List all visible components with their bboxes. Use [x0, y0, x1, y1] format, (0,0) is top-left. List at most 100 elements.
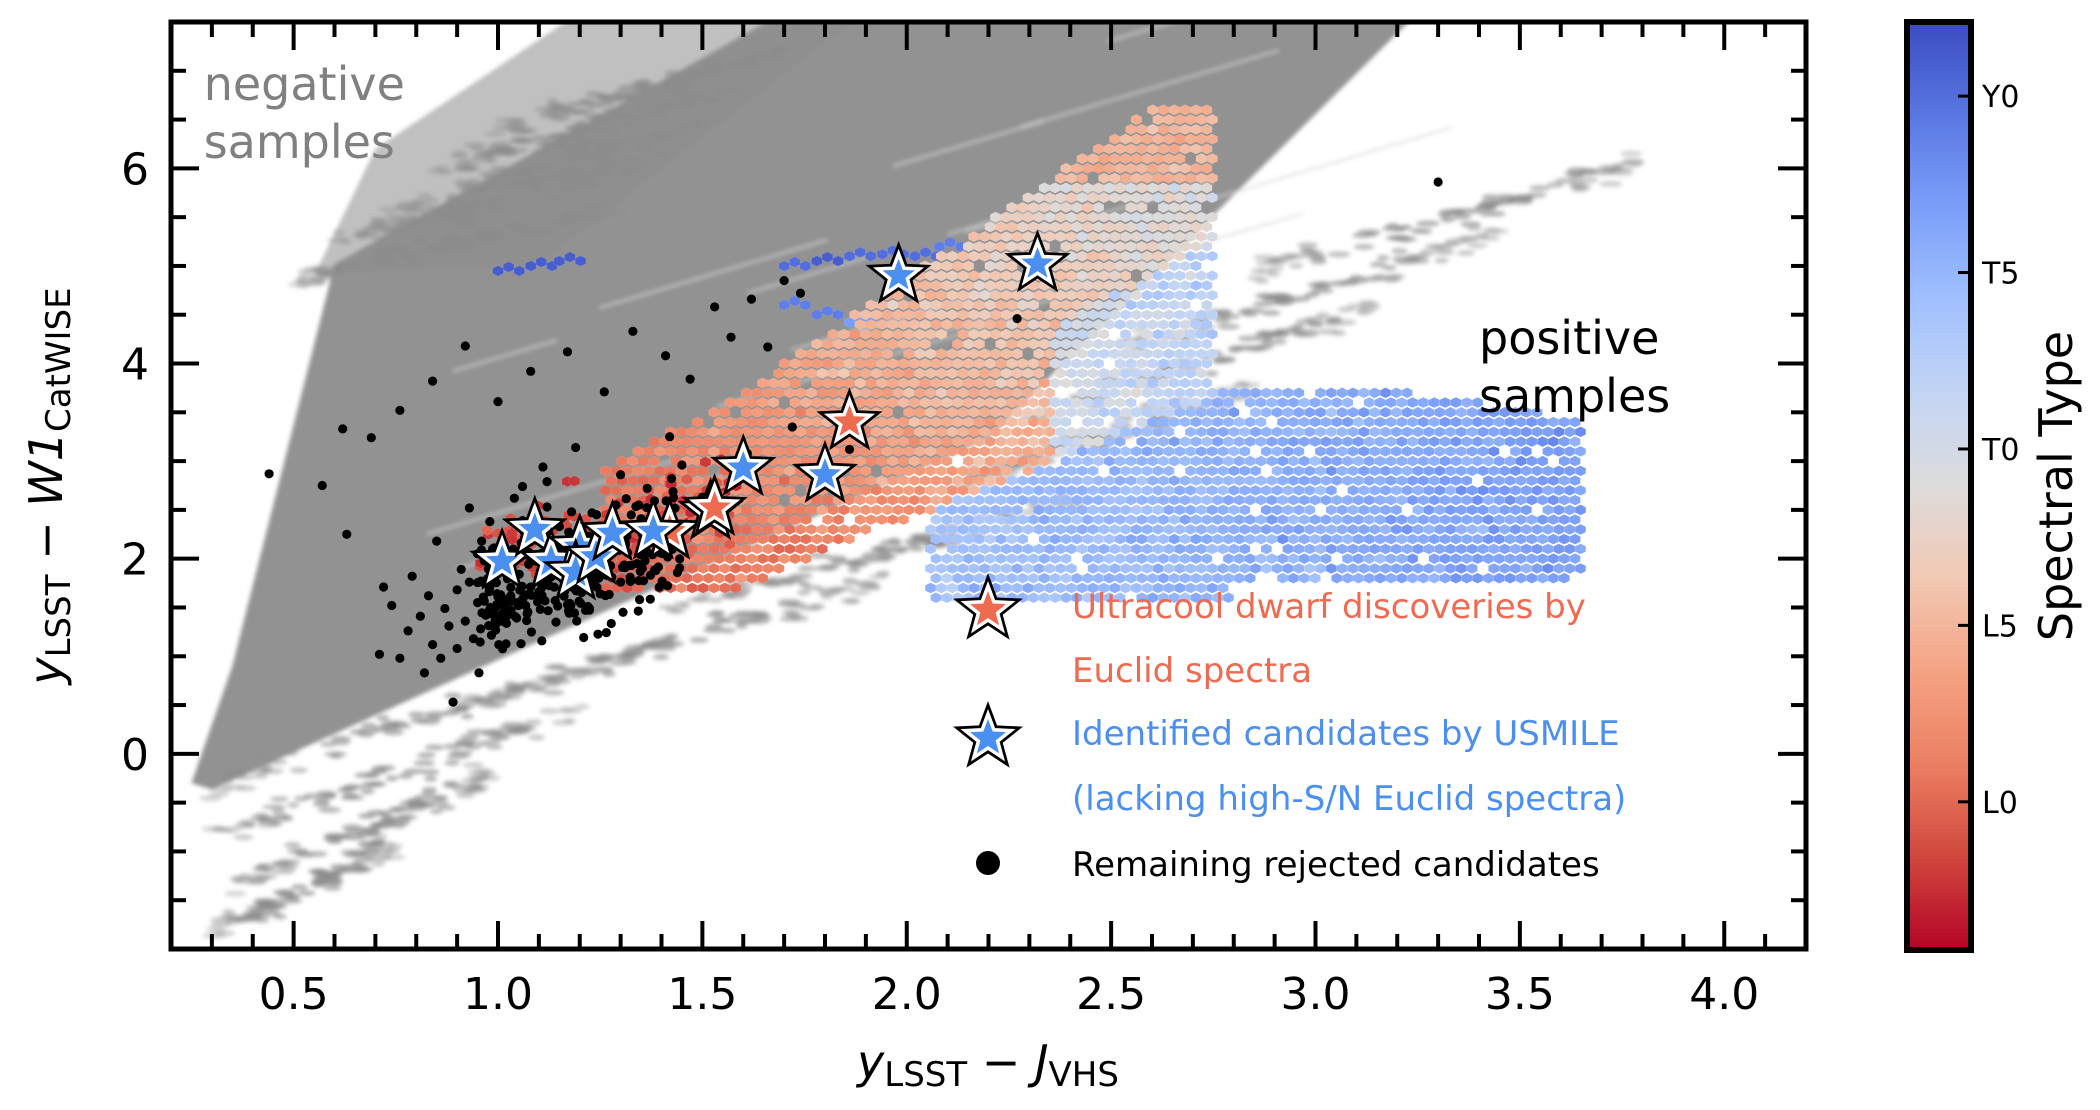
hexbin-cell — [1119, 445, 1132, 457]
hexbin-cell — [1076, 211, 1088, 223]
hexbin-cell — [1553, 504, 1565, 516]
negative-streak-point — [1295, 331, 1319, 338]
hexbin-cell — [1071, 240, 1083, 253]
hexbin-cell — [1125, 240, 1137, 253]
negative-streak-point — [609, 208, 629, 215]
negative-streak-point — [689, 637, 709, 644]
hexbin-cell — [1000, 387, 1013, 399]
hexbin-cell — [1054, 426, 1067, 438]
hexbin-cell — [1076, 387, 1088, 399]
hexbin-cell — [1228, 484, 1240, 496]
hexbin-cell — [654, 445, 666, 457]
hexbin-cell — [1536, 435, 1549, 448]
hexbin-cell — [941, 592, 953, 604]
hexbin-cell — [1287, 553, 1300, 565]
hexbin-cell — [1071, 299, 1083, 311]
hexbin-cell — [1341, 572, 1354, 584]
hexbin-cell — [1369, 406, 1381, 418]
hexbin-cell — [1309, 455, 1321, 467]
hexbin-cell — [1201, 318, 1213, 331]
negative-streak-point — [449, 241, 473, 248]
hexbin-cell — [1309, 494, 1321, 506]
negative-streak-point — [677, 142, 698, 149]
hexbin-cell — [995, 377, 1007, 389]
hexbin-cell — [908, 338, 920, 350]
hexbin-cell — [914, 426, 926, 438]
hexbin-cell — [1553, 523, 1565, 536]
hexbin-cell — [1450, 494, 1462, 506]
negative-streak-point — [1266, 259, 1288, 266]
hexbin-cell — [1098, 367, 1110, 379]
negative-streak-point — [371, 839, 386, 846]
hexbin-cell — [1390, 523, 1402, 536]
hexbin-cell — [1109, 426, 1121, 438]
hexbin-cell — [762, 445, 774, 457]
hexbin-cell — [1304, 562, 1316, 575]
hexbin-cell — [1336, 562, 1348, 575]
hexbin-cell — [1098, 152, 1110, 165]
hexbin-cell — [1526, 514, 1538, 526]
hexbin-cell — [914, 309, 926, 321]
hexbin-cell — [1412, 523, 1424, 536]
negative-streak-point — [498, 724, 515, 731]
hexbin-cell — [1190, 338, 1202, 350]
hexbin-cell — [1044, 523, 1056, 536]
negative-streak-point — [256, 899, 271, 906]
negative-streak-point — [253, 812, 269, 819]
hexbin-cell — [1103, 514, 1115, 526]
hexbin-cell — [1515, 455, 1527, 467]
hexbin-cell — [989, 484, 1002, 496]
hexbin-cell — [675, 582, 688, 594]
hexbin-cell — [892, 367, 904, 379]
hexbin-cell — [492, 265, 504, 277]
hexbin-cell — [773, 543, 785, 555]
hexbin-cell — [1331, 455, 1343, 467]
hexbin-cell — [789, 533, 801, 545]
hexbin-cell — [1109, 504, 1121, 516]
hexbin-cell — [735, 572, 747, 584]
hexbin-cell — [1244, 416, 1256, 428]
hexbin-cell — [1184, 172, 1197, 184]
hexbin-cell — [935, 582, 948, 594]
hexbin-cell — [995, 357, 1007, 370]
hexbin-cell — [1276, 416, 1289, 428]
hexbin-cell — [1526, 494, 1538, 506]
hexbin-cell — [1309, 416, 1321, 428]
hexbin-cell — [832, 377, 845, 389]
hexbin-cell — [995, 435, 1007, 448]
hexbin-cell — [876, 494, 888, 506]
negative-streak-point — [879, 539, 903, 546]
hexbin-cell — [1461, 416, 1473, 428]
rejected-candidate-point — [787, 422, 797, 432]
hexbin-cell — [1168, 338, 1180, 350]
hexbin-cell — [1255, 475, 1267, 487]
hexbin-cell — [1477, 543, 1489, 555]
negative-streak-point — [423, 216, 440, 223]
negative-streak-point — [289, 767, 308, 774]
negative-streak-point — [297, 268, 311, 275]
hexbin-cell — [1228, 504, 1240, 516]
hexbin-cell — [1082, 435, 1094, 448]
hexbin-cell — [962, 475, 975, 487]
negative-streak-point — [608, 653, 632, 660]
hexbin-cell — [984, 396, 996, 409]
rejected-candidate-point — [649, 565, 660, 575]
hexbin-cell — [892, 445, 904, 457]
hexbin-cell — [984, 318, 996, 331]
negative-streak-point — [490, 141, 512, 148]
hexbin-cell — [1190, 572, 1202, 584]
negative-streak-point — [559, 133, 577, 140]
hexbin-cell — [1152, 328, 1164, 340]
negative-streak-point — [419, 246, 441, 253]
hexbin-cell — [946, 250, 958, 262]
legend-star-usmile — [953, 701, 1023, 768]
hexbin-cell — [1033, 562, 1045, 575]
usmile-candidate-star — [620, 496, 687, 560]
rejected-candidate-point — [564, 527, 574, 537]
negative-streak-point — [454, 738, 478, 745]
hexbin-cell — [1027, 494, 1040, 506]
hexbin-cell — [1006, 416, 1018, 428]
hexbin-cell — [892, 309, 904, 321]
hexbin-cell — [930, 435, 942, 448]
hexbin-cell — [1369, 484, 1381, 496]
